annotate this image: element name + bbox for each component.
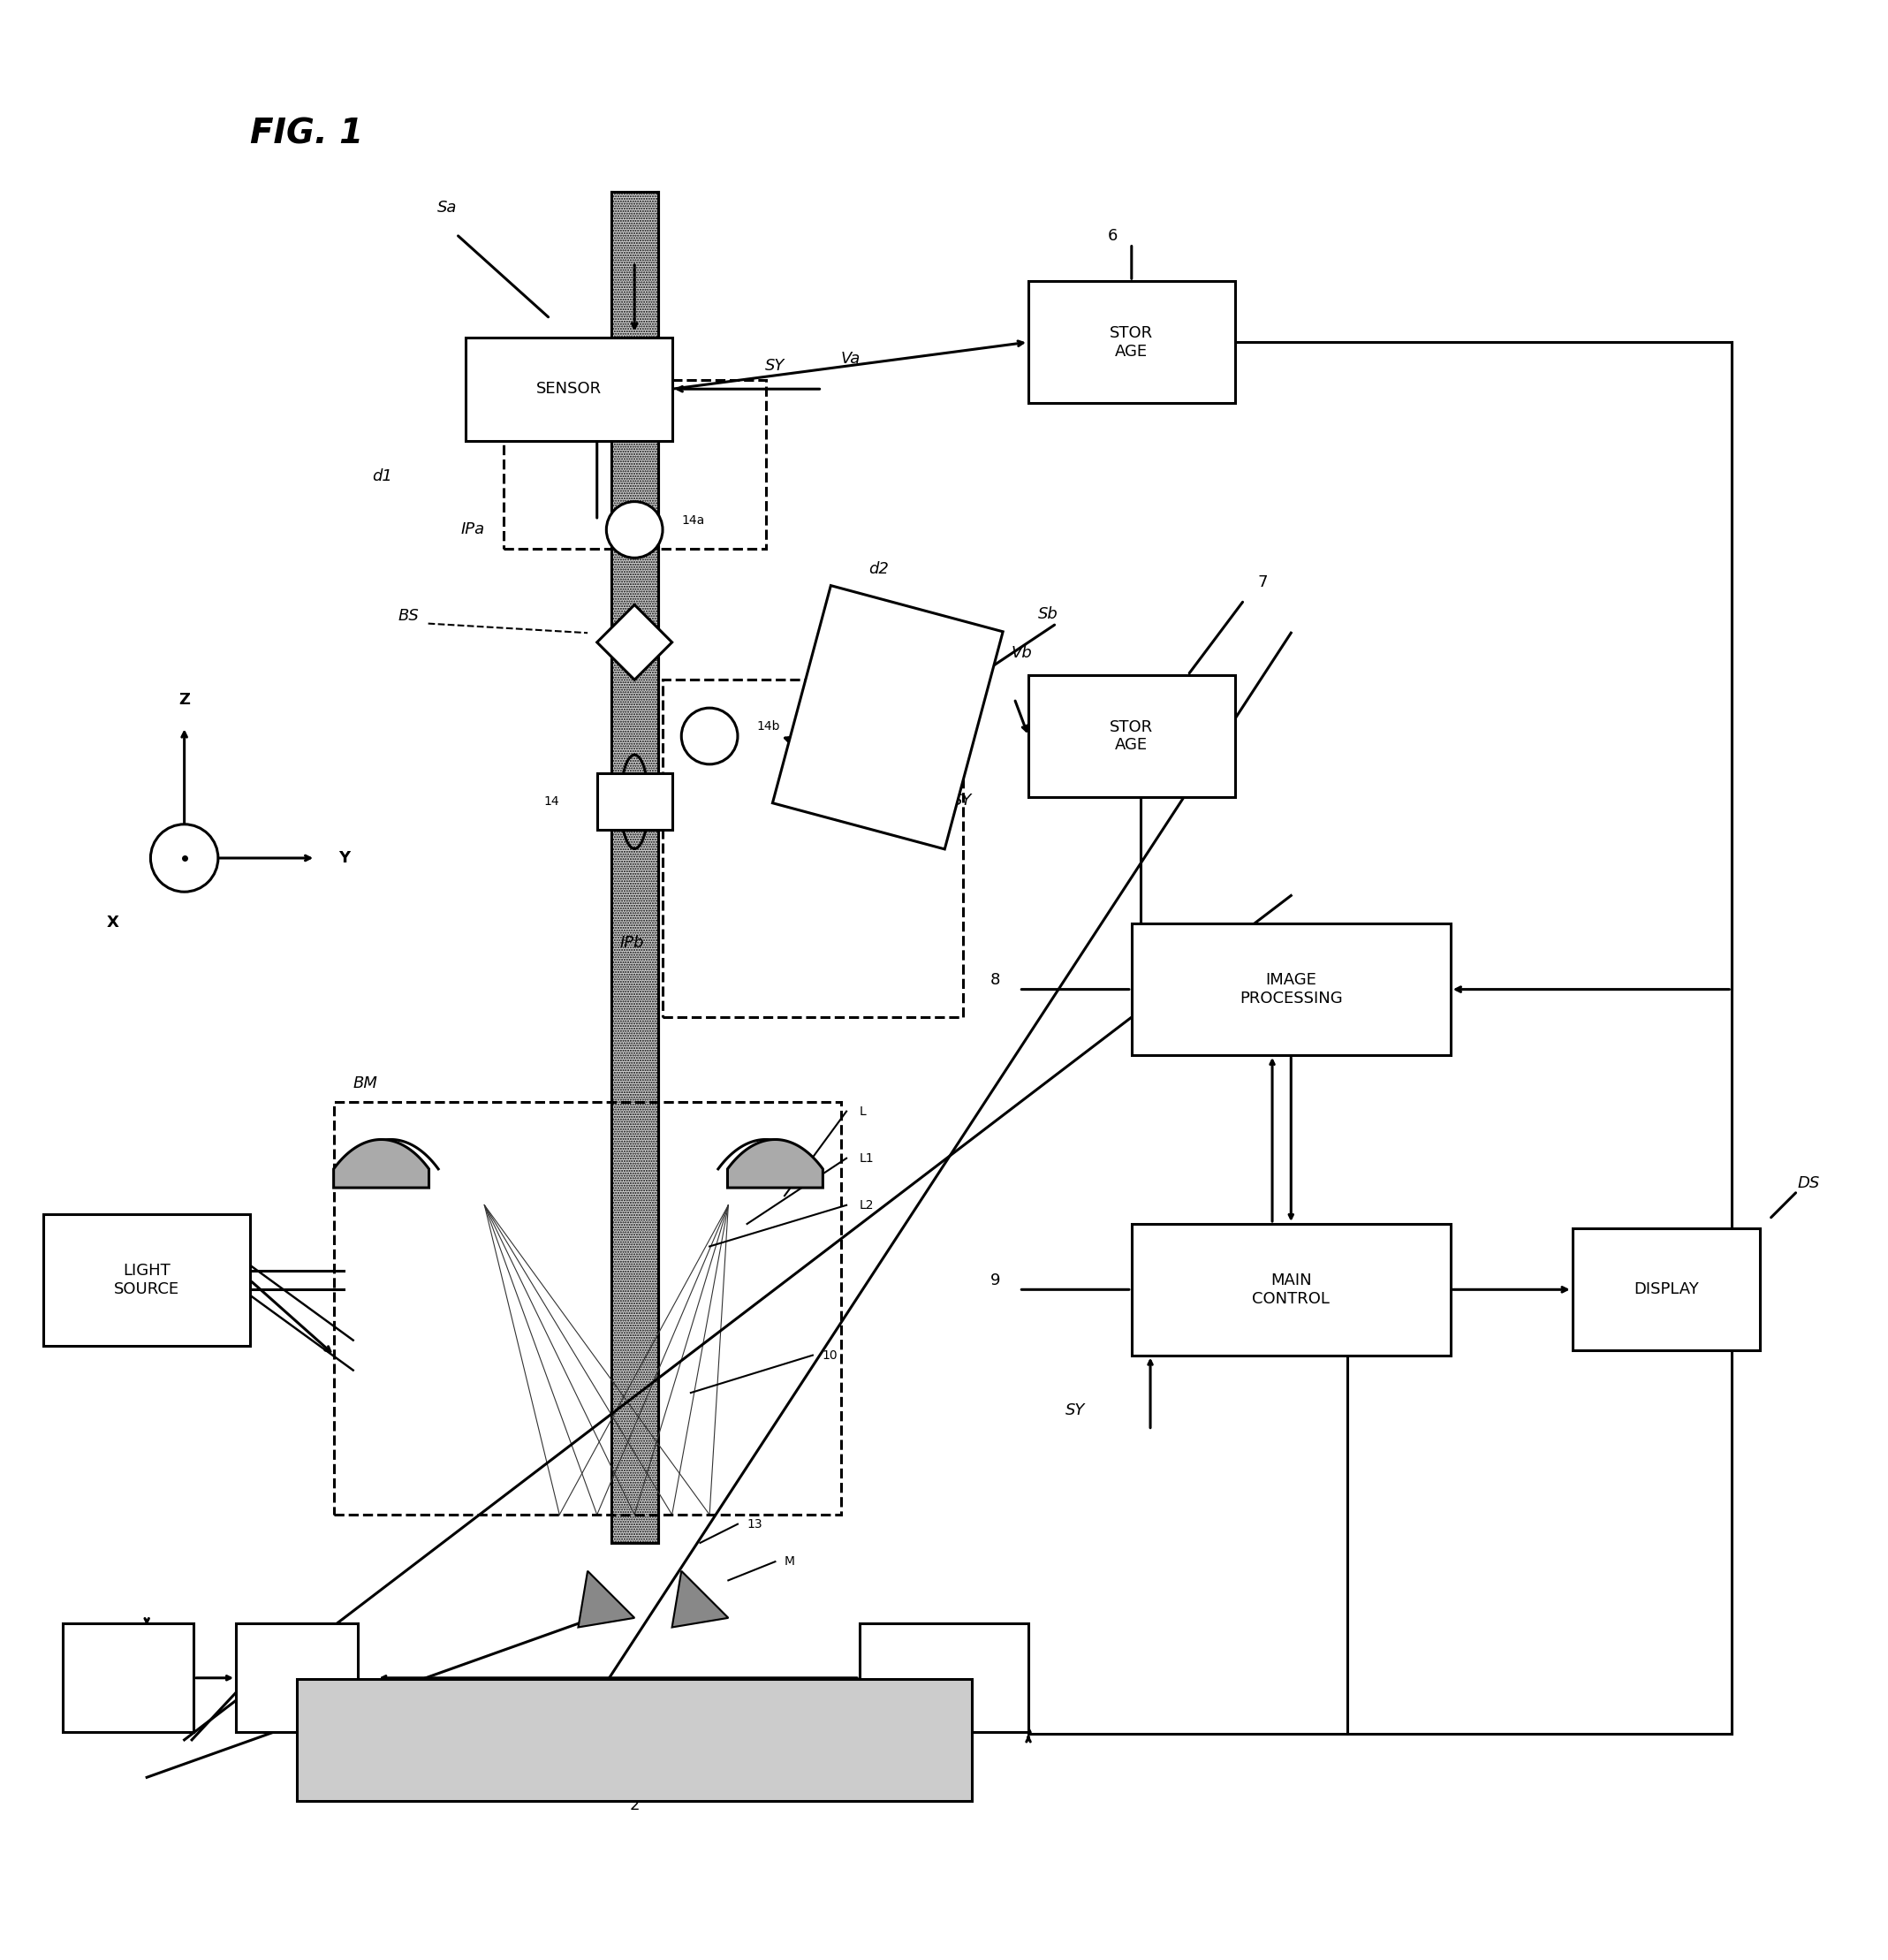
Text: 7: 7 [1257,574,1269,590]
Text: BS: BS [398,608,419,623]
Text: 5: 5 [938,1670,950,1686]
Text: SY: SY [952,792,972,808]
Polygon shape [334,1139,429,1188]
Polygon shape [672,1572,729,1627]
FancyBboxPatch shape [466,337,672,441]
FancyBboxPatch shape [43,1215,249,1347]
Text: 14a: 14a [682,514,704,527]
Text: STOR
AGE: STOR AGE [1110,325,1154,359]
Text: BM: BM [353,1076,378,1092]
Text: L: L [859,1105,867,1117]
Text: MAIN
CONTROL: MAIN CONTROL [1252,1272,1329,1307]
FancyBboxPatch shape [1131,923,1450,1054]
FancyBboxPatch shape [1131,1223,1450,1354]
Text: 10: 10 [821,1348,838,1362]
Text: 14: 14 [544,796,559,808]
Circle shape [151,825,219,892]
Text: Vb: Vb [1010,645,1033,661]
Text: FIG. 1: FIG. 1 [249,118,362,151]
Text: SENSOR: SENSOR [536,380,602,398]
Text: 12: 12 [412,1711,427,1725]
FancyBboxPatch shape [236,1623,359,1733]
Polygon shape [597,774,672,829]
Circle shape [606,502,663,559]
FancyBboxPatch shape [62,1623,194,1733]
Text: 4: 4 [123,1670,134,1686]
FancyBboxPatch shape [859,1623,1029,1733]
Circle shape [682,708,738,764]
FancyBboxPatch shape [1029,674,1235,798]
Text: IPa: IPa [461,521,485,537]
Text: LIGHT
SOURCE: LIGHT SOURCE [113,1262,179,1298]
Text: 8: 8 [989,972,1001,988]
Text: Z: Z [179,692,191,708]
Text: d2: d2 [868,561,889,576]
Polygon shape [727,1139,823,1188]
FancyBboxPatch shape [612,192,657,1543]
Text: SY: SY [1065,1401,1086,1417]
Text: IMAGE
PROCESSING: IMAGE PROCESSING [1240,972,1342,1007]
FancyBboxPatch shape [296,1680,972,1801]
Polygon shape [772,586,1003,849]
Text: 6: 6 [1108,227,1118,243]
Text: Sb: Sb [1038,606,1057,621]
Text: X: X [106,913,119,931]
Text: Sa: Sa [438,200,457,216]
Text: 13: 13 [748,1517,763,1531]
Text: L1: L1 [859,1152,874,1164]
Text: DISPLAY: DISPLAY [1633,1282,1699,1298]
Polygon shape [597,606,672,680]
Text: IPb: IPb [619,935,644,951]
Text: 14b: 14b [757,721,780,733]
Polygon shape [578,1572,634,1627]
Text: 3: 3 [293,1670,302,1686]
Text: SY: SY [765,359,785,374]
Text: d1: d1 [372,468,393,484]
Text: M: M [785,1556,795,1568]
Text: L2: L2 [859,1200,874,1211]
Text: STOR
AGE: STOR AGE [1110,719,1154,753]
Text: 2: 2 [629,1797,640,1813]
Text: Y: Y [338,851,349,866]
Text: Va: Va [840,351,861,367]
Text: 9: 9 [989,1272,1001,1288]
Text: DS: DS [1797,1176,1820,1192]
FancyBboxPatch shape [1573,1229,1760,1350]
FancyBboxPatch shape [1029,280,1235,404]
